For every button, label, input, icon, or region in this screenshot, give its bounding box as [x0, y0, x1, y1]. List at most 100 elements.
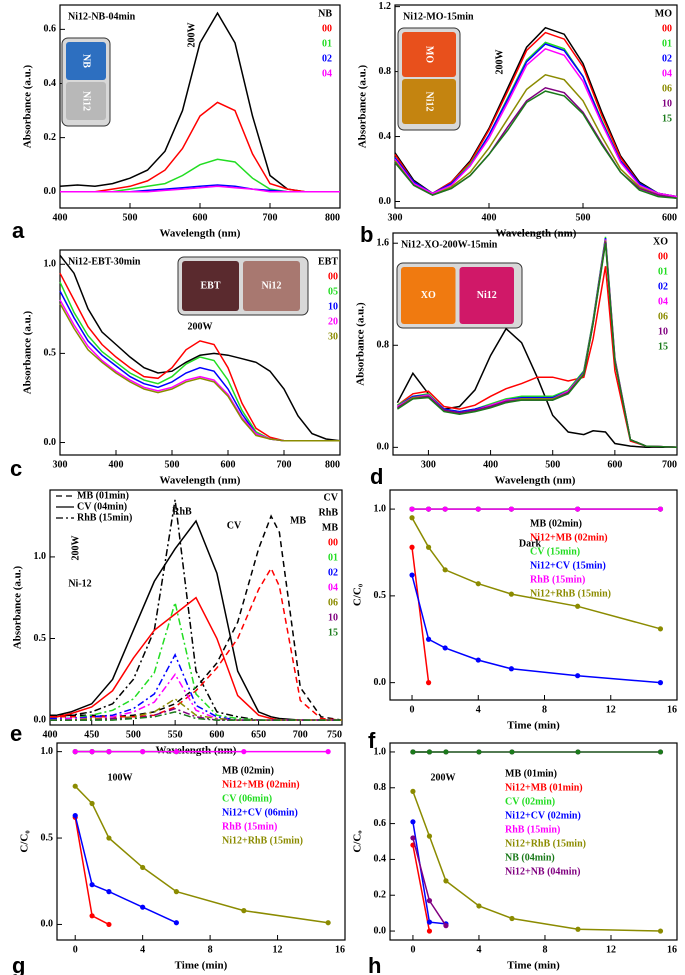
data-point — [442, 506, 448, 512]
data-point — [72, 749, 78, 755]
x-tick-label: 4 — [140, 944, 145, 955]
series-line — [50, 566, 343, 721]
x-tick-label: 8 — [542, 944, 547, 955]
legend-entry: 05 — [328, 286, 338, 297]
y-tick-label: 1.0 — [44, 259, 57, 270]
inset-vial — [401, 267, 456, 324]
legend-entry: CV (02min) — [505, 796, 555, 807]
x-tick-label: 300 — [388, 212, 403, 223]
panel: 300 400 500 600 700 800 0.0 0.5 1.0 Wavelength (n… — [10, 249, 341, 487]
annotation: Ni-12 — [68, 578, 91, 589]
data-point — [140, 864, 146, 871]
x-tick-label: 8 — [542, 704, 547, 715]
annotation: 200W — [186, 23, 197, 48]
data-point — [425, 544, 432, 550]
legend-entry: Ni12+CV (06min) — [222, 807, 298, 818]
chart-title: Ni12-MO-15min — [403, 11, 474, 22]
x-tick-label: 700 — [293, 729, 308, 740]
legend-entry: RhB (15min) — [505, 824, 560, 835]
x-tick-label: 12 — [606, 704, 616, 715]
legend-entry: Ni12+NB (04min) — [505, 866, 580, 877]
data-point — [325, 920, 331, 926]
inset-vial — [243, 261, 300, 311]
y-tick-label: 0.5 — [41, 832, 54, 843]
data-point — [241, 908, 247, 914]
x-tick-label: 4 — [476, 704, 481, 715]
legend-entry: 00 — [662, 23, 672, 34]
data-point — [89, 800, 95, 807]
legend-title: RhB — [319, 507, 339, 518]
y-tick-label: 0.8 — [379, 66, 392, 77]
legend-entry: Ni12+MB (02min) — [530, 532, 608, 543]
data-point — [575, 749, 581, 755]
legend-entry: 02 — [328, 567, 338, 578]
x-tick-label: 700 — [263, 212, 278, 223]
series-line — [412, 844, 431, 932]
data-point — [426, 928, 433, 934]
legend-entry: 15 — [658, 341, 668, 352]
x-tick-label: 500 — [126, 729, 141, 740]
y-axis-label: C/C₀ — [19, 830, 31, 853]
x-tick-label: 600 — [193, 212, 208, 223]
inset-vial — [459, 267, 514, 324]
x-tick-label: 400 — [109, 459, 124, 470]
annotation: 100W — [108, 772, 133, 783]
y-tick-label: 0.0 — [377, 442, 390, 453]
panel: 400 450 500 550 600 650 700 750 0.0 0.5 1.0 Wavelen… — [10, 489, 343, 757]
data-point — [72, 783, 78, 789]
y-tick-label: 0.0 — [374, 677, 387, 688]
x-tick-label: 12 — [606, 944, 616, 955]
x-tick-label: 600 — [662, 212, 677, 223]
legend-entry: Ni12+MB (01min) — [505, 782, 583, 793]
legend-entry: Ni12+RhB (15min) — [505, 838, 586, 849]
x-axis-label: Wavelength (nm) — [495, 475, 576, 487]
series-line — [396, 266, 678, 449]
data-point — [508, 591, 514, 597]
data-point — [426, 919, 433, 925]
legend-entry: 01 — [328, 552, 338, 563]
data-point — [657, 928, 664, 934]
legend-entry: 06 — [328, 597, 338, 608]
y-tick-label: 0.6 — [374, 818, 387, 829]
annotation: Dark — [519, 538, 542, 549]
data-point — [575, 926, 581, 932]
data-point — [509, 749, 515, 755]
legend-entry: 04 — [658, 296, 668, 307]
data-point — [575, 506, 581, 512]
x-tick-label: 550 — [168, 729, 183, 740]
data-point — [425, 680, 432, 686]
legend-entry: 00 — [658, 251, 668, 262]
plot-frame — [394, 4, 678, 209]
legend-entry: 01 — [322, 38, 332, 49]
x-tick-label: 500 — [165, 459, 180, 470]
plot-frame — [392, 232, 678, 456]
data-point — [508, 506, 514, 512]
data-point — [72, 812, 78, 819]
x-tick-label: 4 — [476, 944, 481, 955]
legend-entry: 10 — [662, 98, 672, 109]
legend-title: EBT — [318, 256, 338, 267]
annotation: 200W — [70, 536, 81, 561]
style-label: CV (04min) — [77, 501, 127, 512]
style-label: MB (01min) — [77, 490, 129, 501]
data-point — [657, 626, 664, 632]
series-line — [396, 327, 677, 449]
x-tick-label: 300 — [53, 459, 68, 470]
data-point — [106, 889, 112, 895]
data-point — [106, 921, 112, 928]
data-point — [425, 506, 432, 512]
x-tick-label: 750 — [327, 729, 342, 740]
data-point — [325, 749, 331, 755]
legend-entry: 10 — [328, 612, 338, 623]
data-point — [425, 636, 432, 642]
legend-entry: 04 — [328, 582, 338, 593]
legend-entry: 00 — [328, 537, 338, 548]
y-tick-label: 0.5 — [34, 633, 47, 644]
y-axis-label: Absorbance (a.u.) — [12, 565, 24, 649]
inset-vial — [66, 82, 106, 120]
panel-label: c — [10, 456, 22, 481]
data-point — [106, 749, 112, 755]
data-point — [426, 749, 433, 755]
data-point — [475, 657, 481, 663]
